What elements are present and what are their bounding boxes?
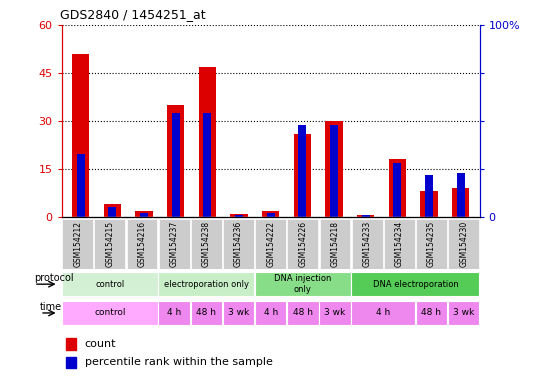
Bar — [325, 121, 343, 217]
Bar — [135, 210, 153, 217]
Bar — [452, 188, 470, 217]
Bar — [299, 125, 306, 217]
Text: GSM154235: GSM154235 — [427, 221, 436, 267]
Bar — [352, 219, 383, 269]
Bar — [352, 272, 479, 296]
Bar — [62, 219, 93, 269]
Text: 48 h: 48 h — [196, 308, 217, 318]
Bar — [352, 301, 415, 325]
Text: GSM154236: GSM154236 — [234, 221, 243, 267]
Bar — [319, 219, 351, 269]
Text: 48 h: 48 h — [293, 308, 313, 318]
Bar — [255, 301, 286, 325]
Bar — [255, 272, 351, 296]
Text: 3 wk: 3 wk — [324, 308, 346, 318]
Bar — [94, 219, 125, 269]
Bar — [191, 219, 222, 269]
Text: GSM154237: GSM154237 — [170, 221, 178, 267]
Bar — [294, 134, 311, 217]
Bar — [457, 173, 465, 217]
Bar — [159, 219, 190, 269]
Bar — [287, 301, 318, 325]
Bar — [287, 219, 318, 269]
Bar — [203, 113, 211, 217]
Text: GSM154216: GSM154216 — [138, 221, 146, 267]
Text: DNA injection
only: DNA injection only — [274, 275, 332, 294]
Bar — [199, 66, 216, 217]
Bar — [72, 54, 90, 217]
Text: GSM154234: GSM154234 — [395, 221, 404, 267]
Bar — [448, 301, 479, 325]
Bar — [420, 191, 438, 217]
Bar — [66, 356, 76, 368]
Text: GSM154222: GSM154222 — [266, 221, 275, 267]
Bar — [425, 175, 433, 217]
Text: count: count — [85, 339, 116, 349]
Bar — [389, 159, 406, 217]
Bar — [267, 213, 274, 217]
Bar — [416, 301, 447, 325]
Text: 3 wk: 3 wk — [453, 308, 474, 318]
Text: 4 h: 4 h — [167, 308, 181, 318]
Text: GSM154212: GSM154212 — [73, 221, 82, 267]
Bar — [255, 219, 286, 269]
Text: 3 wk: 3 wk — [228, 308, 249, 318]
Bar — [103, 204, 121, 217]
Bar — [362, 215, 370, 217]
Bar — [140, 213, 148, 217]
Bar — [416, 219, 447, 269]
Bar — [384, 219, 415, 269]
Bar — [66, 338, 76, 349]
Bar — [167, 105, 184, 217]
Bar — [108, 207, 116, 217]
Text: GSM154215: GSM154215 — [106, 221, 114, 267]
Bar — [393, 163, 401, 217]
Bar — [159, 272, 254, 296]
Bar — [235, 215, 243, 217]
Bar — [262, 210, 279, 217]
Text: control: control — [94, 308, 125, 318]
Bar — [77, 154, 85, 217]
Bar — [191, 301, 222, 325]
Text: GDS2840 / 1454251_at: GDS2840 / 1454251_at — [59, 8, 205, 21]
Bar — [62, 272, 158, 296]
Bar — [62, 301, 158, 325]
Bar — [319, 301, 351, 325]
Text: GSM154226: GSM154226 — [299, 221, 307, 267]
Text: 4 h: 4 h — [264, 308, 278, 318]
Bar — [230, 214, 248, 217]
Text: percentile rank within the sample: percentile rank within the sample — [85, 358, 272, 367]
Text: control: control — [95, 280, 124, 289]
Text: time: time — [40, 302, 62, 312]
Text: protocol: protocol — [34, 273, 73, 283]
Text: electroporation only: electroporation only — [164, 280, 249, 289]
Text: 4 h: 4 h — [376, 308, 390, 318]
Bar — [172, 113, 180, 217]
Bar — [159, 301, 190, 325]
Bar — [357, 215, 375, 217]
Text: GSM154233: GSM154233 — [363, 221, 371, 267]
Text: DNA electroporation: DNA electroporation — [373, 280, 458, 289]
Bar — [223, 219, 254, 269]
Text: GSM154238: GSM154238 — [202, 221, 211, 267]
Bar — [448, 219, 479, 269]
Text: GSM154218: GSM154218 — [331, 221, 339, 267]
Bar — [126, 219, 158, 269]
Text: GSM154230: GSM154230 — [459, 221, 468, 267]
Bar — [330, 125, 338, 217]
Bar — [223, 301, 254, 325]
Text: 48 h: 48 h — [421, 308, 442, 318]
